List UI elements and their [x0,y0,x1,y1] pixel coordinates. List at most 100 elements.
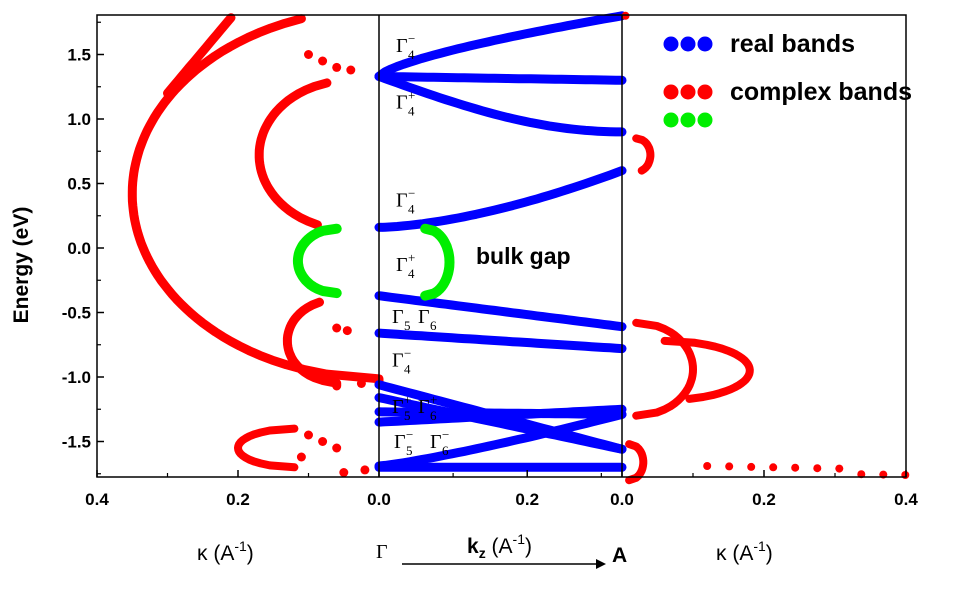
symmetry-label-sub: 4 [408,104,415,119]
right-panel-xlabel: κ (A-1) [716,538,773,565]
symmetry-label-sub: 4 [408,202,415,217]
real-band-cross-3 [374,409,627,471]
complex-band-dots [318,437,328,446]
complex-band-dots [360,465,370,475]
x-tick-label: 0.4 [894,490,918,509]
symmetry-label-sup: + [408,88,415,103]
complex-band-arc-bottom [234,424,299,472]
real-band-top-flat [374,71,627,85]
gamma-point-label: Γ [376,541,388,563]
complex-band-tail-dots [857,470,866,479]
symmetry-label: Γ [396,254,408,276]
bulk-gap-annotation: bulk gap [476,243,571,269]
left-panel-xlabel: κ (A-1) [197,538,254,565]
x-tick-label: 0.2 [752,490,776,509]
symmetry-label-sub: 6 [430,408,437,423]
y-tick-label: 1.0 [67,110,91,129]
complex-band-right-4 [625,440,648,485]
y-axis-label: Energy (eV) [10,207,33,324]
plot-border [96,14,907,478]
complex-band-tail-dots [813,464,822,473]
symmetry-label-sub: 6 [430,318,437,333]
y-tick-label: 1.5 [67,46,91,65]
legend-marker [680,112,696,128]
panel-xlabels: κ (A-1) Γ kz (A-1) A κ (A-1) [197,531,773,569]
y-tick-label: -1.5 [62,433,91,452]
real-band-valence-1 [374,291,627,332]
y-tick-label: -0.5 [62,304,91,323]
symmetry-label-sup: + [408,250,415,265]
symmetry-label-sup: + [404,392,411,407]
complex-band-dots [318,56,328,66]
complex-band-right-2 [632,318,697,420]
complex-band-crossing [163,13,236,98]
x-axis-ticks: 0.4 0.2 0.0 0.2 0.0 0.2 0.4 [85,470,918,509]
legend-label: real bands [730,30,855,58]
kz-arrow-head [596,559,606,569]
real-band-top-upper [374,11,627,81]
x-tick-label: 0.4 [85,490,109,509]
symmetry-label-sub: 4 [408,47,415,62]
symmetry-label: Γ [394,431,406,453]
complex-band-arc-low [282,297,342,391]
legend-marker [663,36,679,52]
y-tick-label: 0.5 [67,175,91,194]
legend-marker [663,112,679,128]
complex-band-dots [304,50,313,59]
legend-marker [697,112,713,128]
symmetry-label-sup: − [408,186,415,201]
legend-marker [680,36,696,52]
complex-band-dots [304,430,313,440]
complex-band-arc-large [127,14,384,388]
symmetry-label: Γ [418,306,430,328]
symmetry-label-sub: 4 [404,362,411,377]
complex-band-dots [332,443,342,453]
complex-band-dots [346,65,356,75]
complex-band-tail-dots [725,462,734,471]
complex-band-right-1 [632,134,655,175]
y-tick-label: -1.0 [62,368,91,387]
complex-band-tail-dots [747,462,756,471]
x-tick-label: 0.2 [515,490,539,509]
symmetry-label: Γ [396,35,408,57]
symmetry-label-sup: − [404,346,411,361]
x-tick-label: 0.0 [610,490,634,509]
symmetry-label-sub: 5 [404,408,411,423]
complex-band-dots [339,468,349,477]
real-band-cross-2 [374,393,627,454]
y-axis-ticks: 1.5 1.0 0.5 0.0 -0.5 -1.0 -1.5 [62,21,104,475]
real-band-conduction [374,166,627,232]
symmetry-label-sub: 6 [442,443,449,458]
symmetry-label: Γ [392,306,404,328]
symmetry-label: Γ [392,350,404,372]
middle-panel-xlabel: kz (A-1) [467,531,532,561]
complex-band-tail-dots [835,464,844,473]
legend-marker [697,36,713,52]
legend-marker [697,84,713,100]
symmetry-label-sup: + [430,392,437,407]
symmetry-label: Γ [396,190,408,212]
symmetry-label-sub: 5 [404,318,411,333]
complex-band-dots [332,62,342,72]
complex-band-dots [342,326,352,336]
x-tick-label: 0.2 [226,490,250,509]
plot-frame [96,14,907,478]
complex-band-tail-dots [769,463,778,472]
complex-band-dots [296,452,306,462]
complex-band-tail-dots [791,463,800,472]
real-band-flat-4 [374,404,627,427]
legend-marker [680,84,696,100]
complex-band-dots [356,379,366,388]
complex-band-arc-mid [254,78,332,230]
symmetry-labels: Γ 4−Γ 4+Γ 4−Γ 4+Γ 5 Γ 6Γ 4−Γ 5+ Γ 6+Γ 5− Γ 6− [392,31,449,458]
legend: real bands complex bands [663,30,912,128]
complex-band-dots [621,11,630,20]
symmetry-label: Γ [418,396,430,418]
legend-marker [663,84,679,100]
complex-band-gap-loop [292,223,342,299]
complex-band-tail-dots [703,462,712,470]
symmetry-label: Γ [396,92,408,114]
real-band-top-lower [374,71,627,137]
real-band-valence-2 [374,328,627,354]
